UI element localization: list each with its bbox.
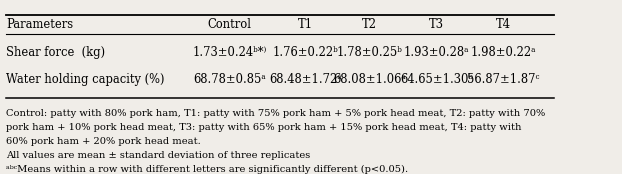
Text: 68.78±0.85ᵃ: 68.78±0.85ᵃ xyxy=(193,73,266,86)
Text: All values are mean ± standard deviation of three replicates: All values are mean ± standard deviation… xyxy=(6,151,310,160)
Text: Parameters: Parameters xyxy=(6,18,73,31)
Text: 1.78±0.25ᵇ: 1.78±0.25ᵇ xyxy=(337,46,402,59)
Text: 1.93±0.28ᵃ: 1.93±0.28ᵃ xyxy=(404,46,469,59)
Text: Water holding capacity (%): Water holding capacity (%) xyxy=(6,73,165,86)
Text: T2: T2 xyxy=(362,18,377,31)
Text: T3: T3 xyxy=(429,18,444,31)
Text: 56.87±1.87ᶜ: 56.87±1.87ᶜ xyxy=(467,73,540,86)
Text: 60% pork ham + 20% pork head meat.: 60% pork ham + 20% pork head meat. xyxy=(6,137,201,146)
Text: Control: patty with 80% pork ham, T1: patty with 75% pork ham + 5% pork head mea: Control: patty with 80% pork ham, T1: pa… xyxy=(6,109,545,118)
Text: 68.08±1.06ᵃ: 68.08±1.06ᵃ xyxy=(333,73,406,86)
Text: 64.65±1.30ᵇ: 64.65±1.30ᵇ xyxy=(400,73,473,86)
Text: T4: T4 xyxy=(496,18,511,31)
Text: 1.98±0.22ᵃ: 1.98±0.22ᵃ xyxy=(471,46,536,59)
Text: ᵃᵇᶜMeans within a row with different letters are significantly different (p<0.05: ᵃᵇᶜMeans within a row with different let… xyxy=(6,165,409,174)
Text: Shear force  (kg): Shear force (kg) xyxy=(6,46,105,59)
Text: Control: Control xyxy=(208,18,252,31)
Text: pork ham + 10% pork head meat, T3: patty with 65% pork ham + 15% pork head meat,: pork ham + 10% pork head meat, T3: patty… xyxy=(6,123,522,132)
Text: 1.73±0.24ᵇ*⁾: 1.73±0.24ᵇ*⁾ xyxy=(193,46,267,59)
Text: T1: T1 xyxy=(297,18,313,31)
Text: 68.48±1.72ᵃ: 68.48±1.72ᵃ xyxy=(269,73,341,86)
Text: 1.76±0.22ᵇ: 1.76±0.22ᵇ xyxy=(272,46,338,59)
